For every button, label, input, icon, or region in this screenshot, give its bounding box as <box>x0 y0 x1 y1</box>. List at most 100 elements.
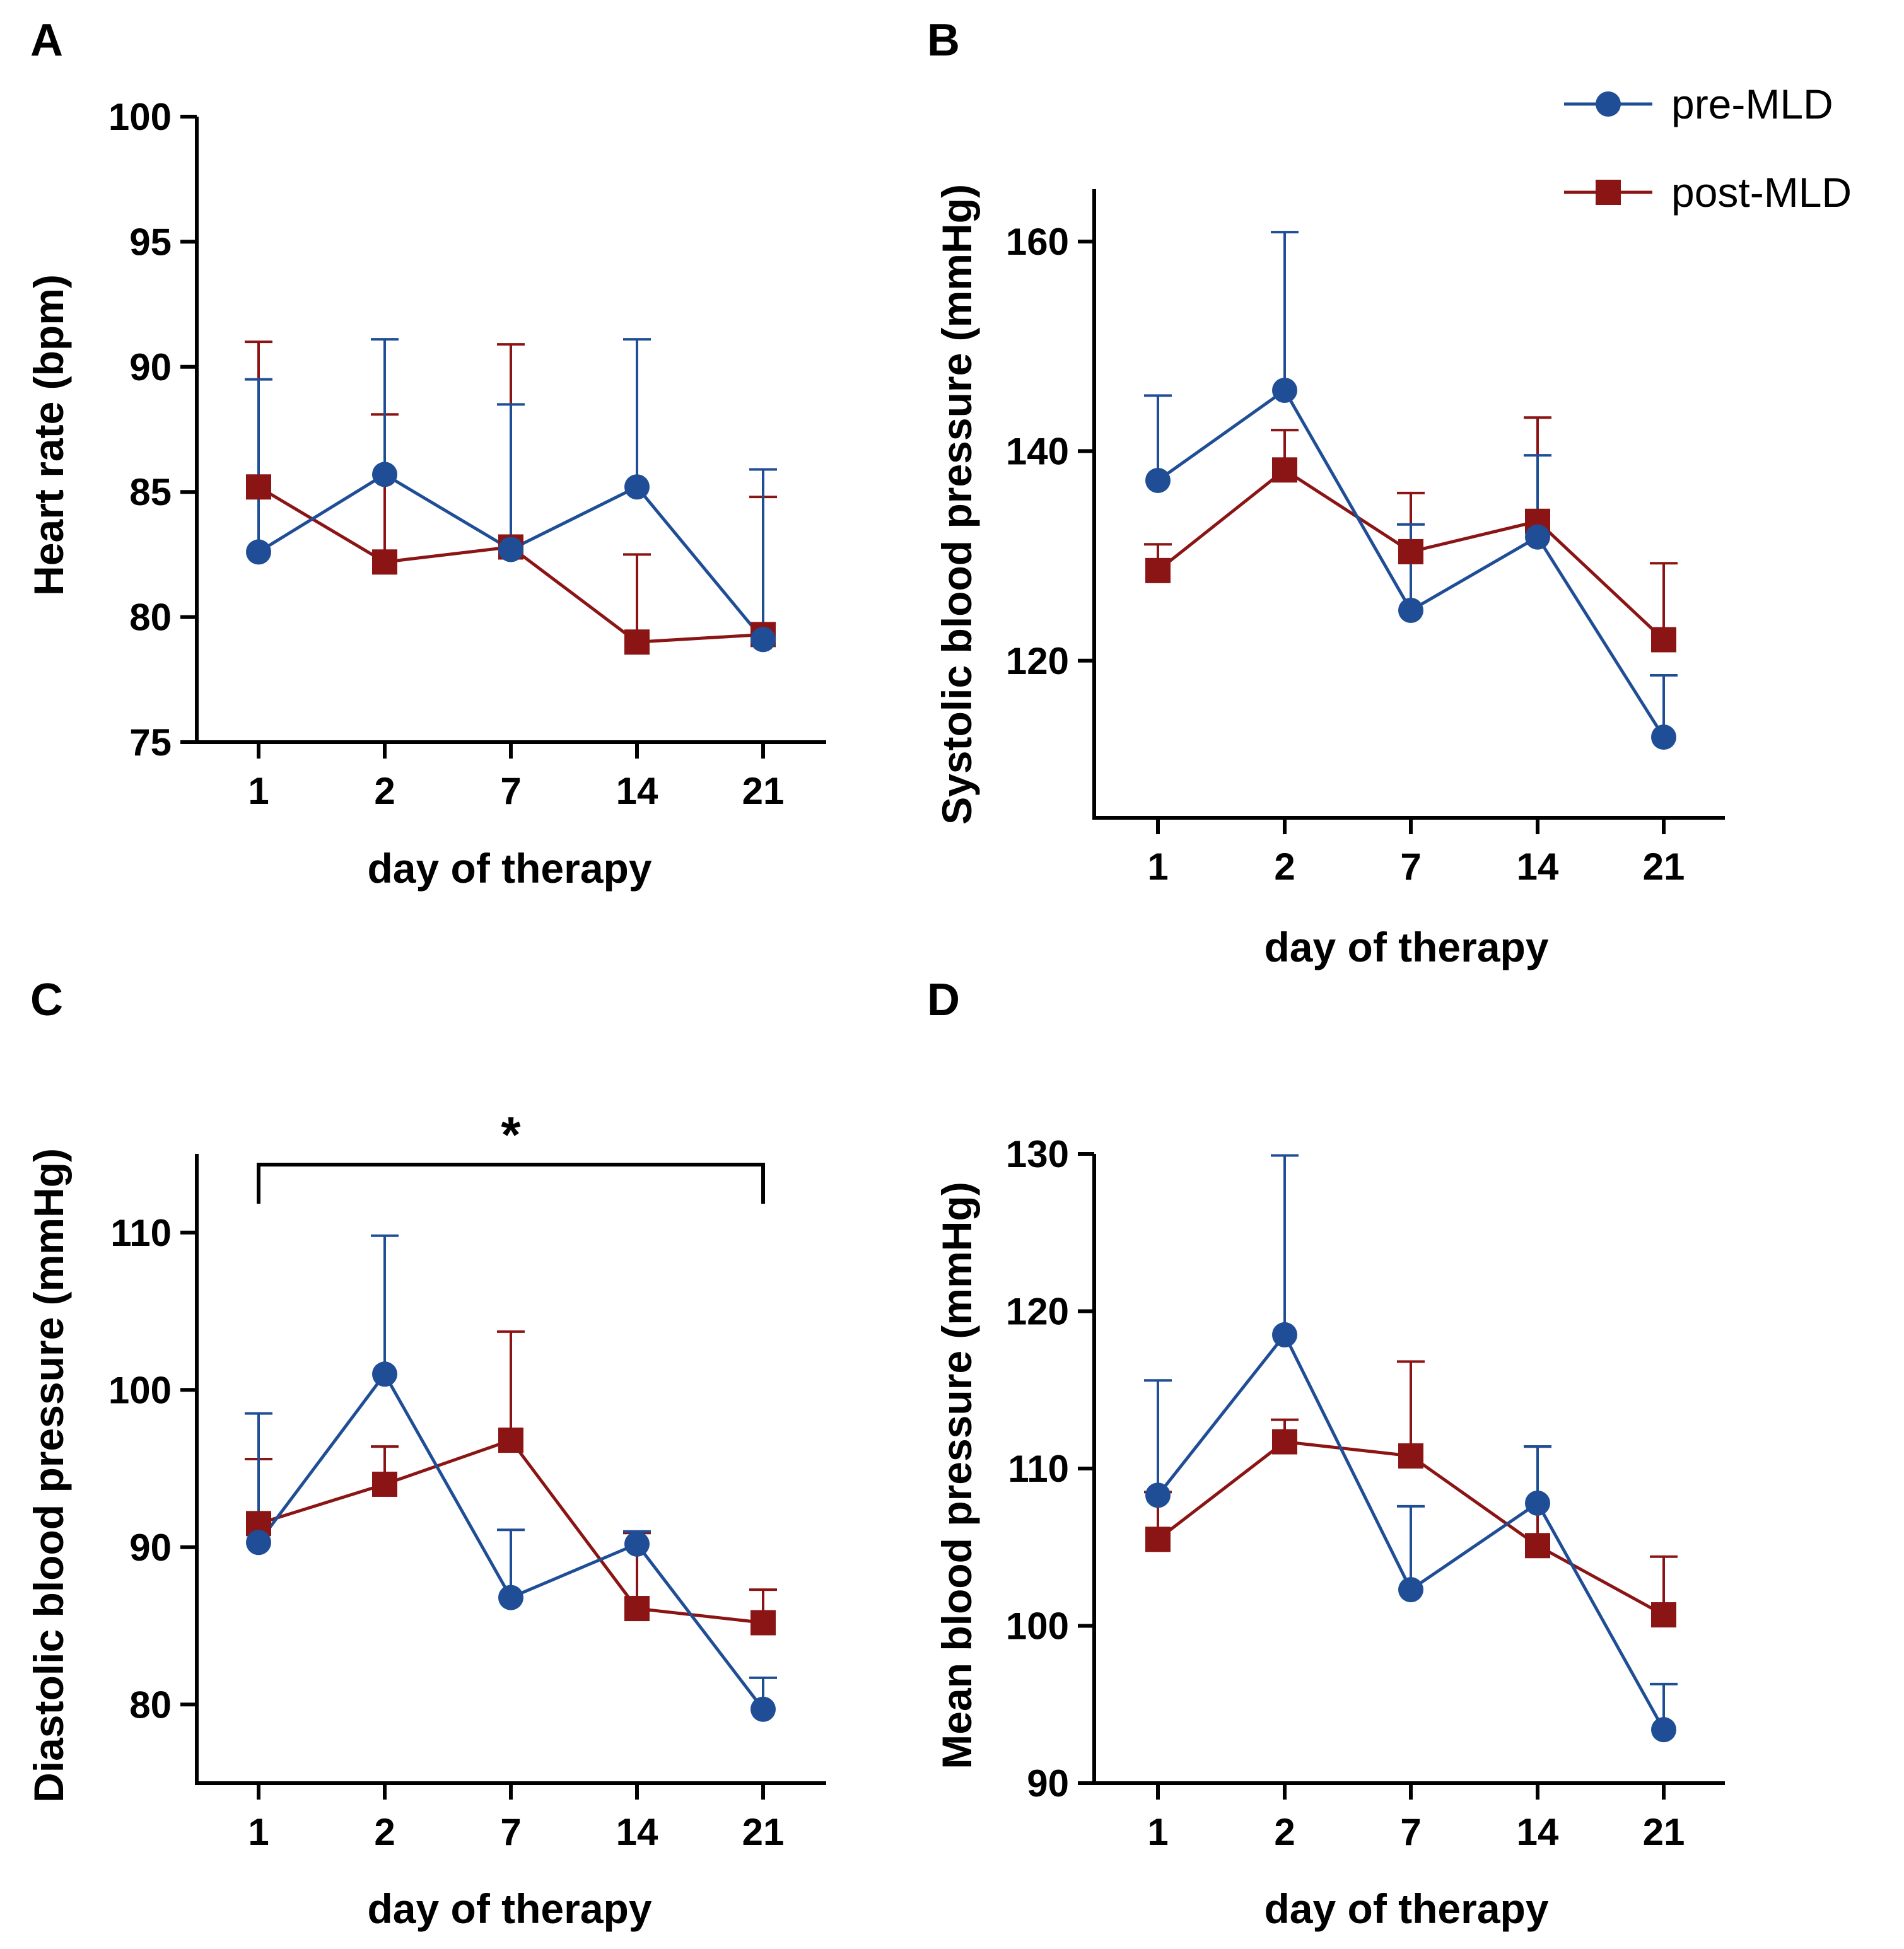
panel-b-x-tick-label: 1 <box>1147 846 1168 888</box>
panel-a-x-tick-label: 14 <box>616 770 658 812</box>
panel-b-post-mld-point <box>1272 457 1297 483</box>
panel-c-x-tick-label: 21 <box>742 1811 785 1853</box>
panel-d-post-mld-point <box>1272 1429 1297 1455</box>
panel-c-y-tick-label: 100 <box>108 1369 172 1411</box>
panel-d-pre-mld-error-bar <box>1397 1504 1425 1590</box>
panel-a-pre-mld-point <box>751 627 776 653</box>
panel-d-y-tick-label: 130 <box>1006 1133 1069 1175</box>
panel-d-post-mld-point <box>1525 1533 1550 1559</box>
panel-a-pre-mld-error-bar <box>245 378 272 552</box>
panel-d: D Mean blood pressure (mmHg) day of ther… <box>927 975 1725 1932</box>
legend-marker-pre-mld <box>1596 91 1621 117</box>
panel-c-significance-bracket <box>257 1163 765 1204</box>
legend-label-post-mld: post-MLD <box>1671 169 1852 216</box>
panel-a-plot-area: 75 80 85 90 95 100 1 2 7 14 21 <box>108 96 826 812</box>
panel-b-post-mld-point <box>1651 627 1676 653</box>
panel-c-post-mld-point <box>372 1471 397 1497</box>
panel-c-y-tick-label: 80 <box>129 1684 172 1726</box>
legend-item-pre-mld: pre-MLD <box>1564 81 1833 127</box>
panel-a-pre-mld-point <box>624 474 650 500</box>
panel-b-post-mld-point <box>1145 557 1171 583</box>
panel-c-x-tick-label: 2 <box>374 1811 395 1853</box>
panel-a: A Heart rate (bpm) day of therapy 75 80 85… <box>25 15 826 892</box>
panel-b-pre-mld-point <box>1651 724 1676 750</box>
panel-a-pre-mld-error-bar <box>623 338 651 487</box>
panel-b-y-tick-label: 160 <box>1006 221 1069 263</box>
panel-c-pre-mld-point <box>498 1585 523 1610</box>
panel-b-y-tick-label: 140 <box>1006 430 1069 472</box>
panel-c-post-mld-point <box>751 1610 776 1636</box>
panel-d-y-tick-label: 90 <box>1027 1762 1069 1805</box>
panel-c-x-axis-label: day of therapy <box>367 1885 651 1932</box>
panel-b-pre-mld-error-bar <box>1144 394 1172 480</box>
panel-c-y-tick-label: 110 <box>110 1212 172 1254</box>
panel-c-post-mld-point <box>624 1596 650 1622</box>
panel-a-y-tick-label: 85 <box>129 471 172 513</box>
panel-b-pre-mld-error-bar <box>1271 231 1299 391</box>
panel-c-significance-star: * <box>501 1107 521 1163</box>
panel-b-y-axis-label: Systolic blood pressure (mmHg) <box>933 184 980 825</box>
panel-d-pre-mld-point <box>1525 1490 1550 1516</box>
legend-item-post-mld: post-MLD <box>1564 169 1852 216</box>
panel-a-post-mld-point <box>246 474 271 500</box>
panel-b-post-mld-point <box>1398 538 1423 564</box>
panel-a-x-tick-label: 7 <box>500 770 521 812</box>
panel-c-pre-mld-point <box>624 1531 650 1557</box>
panel-d-x-axis-label: day of therapy <box>1264 1885 1548 1932</box>
panel-a-y-tick-label: 75 <box>129 721 172 764</box>
panel-c: C Diastolic blood pressure (mmHg) day of… <box>25 975 826 1932</box>
panel-c-pre-mld-point <box>372 1361 397 1387</box>
panel-a-pre-mld-point <box>372 462 397 487</box>
panel-d-post-mld-error-bar <box>1397 1360 1425 1457</box>
panel-a-y-tick-label: 100 <box>108 96 172 138</box>
panel-c-pre-mld-point <box>751 1696 776 1722</box>
panel-b-x-tick-label: 7 <box>1400 846 1421 888</box>
panel-a-pre-mld-error-bar <box>497 403 525 550</box>
panel-d-plot-area: 90 100 110 120 130 1 2 7 14 21 <box>1006 1133 1725 1853</box>
panel-b-post-mld-error-bar <box>1650 562 1678 640</box>
panel-b-x-tick-label: 21 <box>1643 846 1685 888</box>
panel-a-y-tick-label: 95 <box>129 221 172 263</box>
panel-a-x-axis-label: day of therapy <box>367 845 651 892</box>
panel-d-post-mld-point <box>1145 1527 1171 1552</box>
panel-c-y-tick-label: 90 <box>129 1527 172 1569</box>
panel-a-x-tick-label: 1 <box>248 770 269 812</box>
panel-c-x-tick-label: 7 <box>500 1811 521 1853</box>
panel-c-y-axis-label: Diastolic blood pressure (mmHg) <box>25 1148 72 1803</box>
panel-a-x-tick-label: 21 <box>742 770 785 812</box>
panel-a-letter: A <box>30 15 63 66</box>
panel-b-y-tick-label: 120 <box>1006 640 1069 682</box>
panel-d-pre-mld-point <box>1398 1577 1423 1603</box>
panel-d-x-tick-label: 14 <box>1517 1811 1559 1853</box>
panel-d-y-tick-label: 120 <box>1006 1291 1069 1333</box>
panel-c-pre-mld-point <box>246 1530 271 1556</box>
panel-b-pre-mld-point <box>1398 597 1423 623</box>
panel-d-pre-mld-point <box>1272 1322 1297 1347</box>
panel-c-post-mld-error-bar <box>497 1330 525 1441</box>
panel-b-x-tick-label: 2 <box>1274 846 1295 888</box>
panel-d-x-tick-label: 2 <box>1274 1811 1295 1853</box>
panel-b-pre-mld-point <box>1145 467 1171 493</box>
panel-a-post-mld-error-bar <box>623 553 651 643</box>
panel-a-y-tick-label: 80 <box>129 596 172 639</box>
panel-a-y-tick-label: 90 <box>129 346 172 388</box>
panel-a-post-mld-point <box>624 629 650 655</box>
panel-b-letter: B <box>927 15 960 66</box>
panel-b-pre-mld-point <box>1272 378 1297 404</box>
panel-a-pre-mld-error-bar <box>749 468 777 640</box>
panel-c-post-mld-point <box>498 1428 523 1453</box>
panel-b-x-axis-label: day of therapy <box>1264 924 1548 970</box>
panel-a-post-mld-point <box>372 549 397 575</box>
panel-d-x-tick-label: 21 <box>1643 1811 1685 1853</box>
panel-d-letter: D <box>927 975 960 1025</box>
panel-d-pre-mld-point <box>1145 1482 1171 1508</box>
panel-a-y-axis-label: Heart rate (bpm) <box>25 274 72 596</box>
panel-a-pre-mld-point <box>246 539 271 565</box>
panel-a-x-tick-label: 2 <box>374 770 395 812</box>
panel-d-y-tick-label: 100 <box>1006 1605 1069 1648</box>
panel-c-x-tick-label: 1 <box>248 1811 269 1853</box>
panel-d-pre-mld-error-bar <box>1144 1379 1172 1496</box>
panel-c-plot-area: 80 90 100 110 1 2 7 14 21 * <box>108 1107 826 1853</box>
panel-b-pre-mld-error-bar <box>1397 523 1425 610</box>
